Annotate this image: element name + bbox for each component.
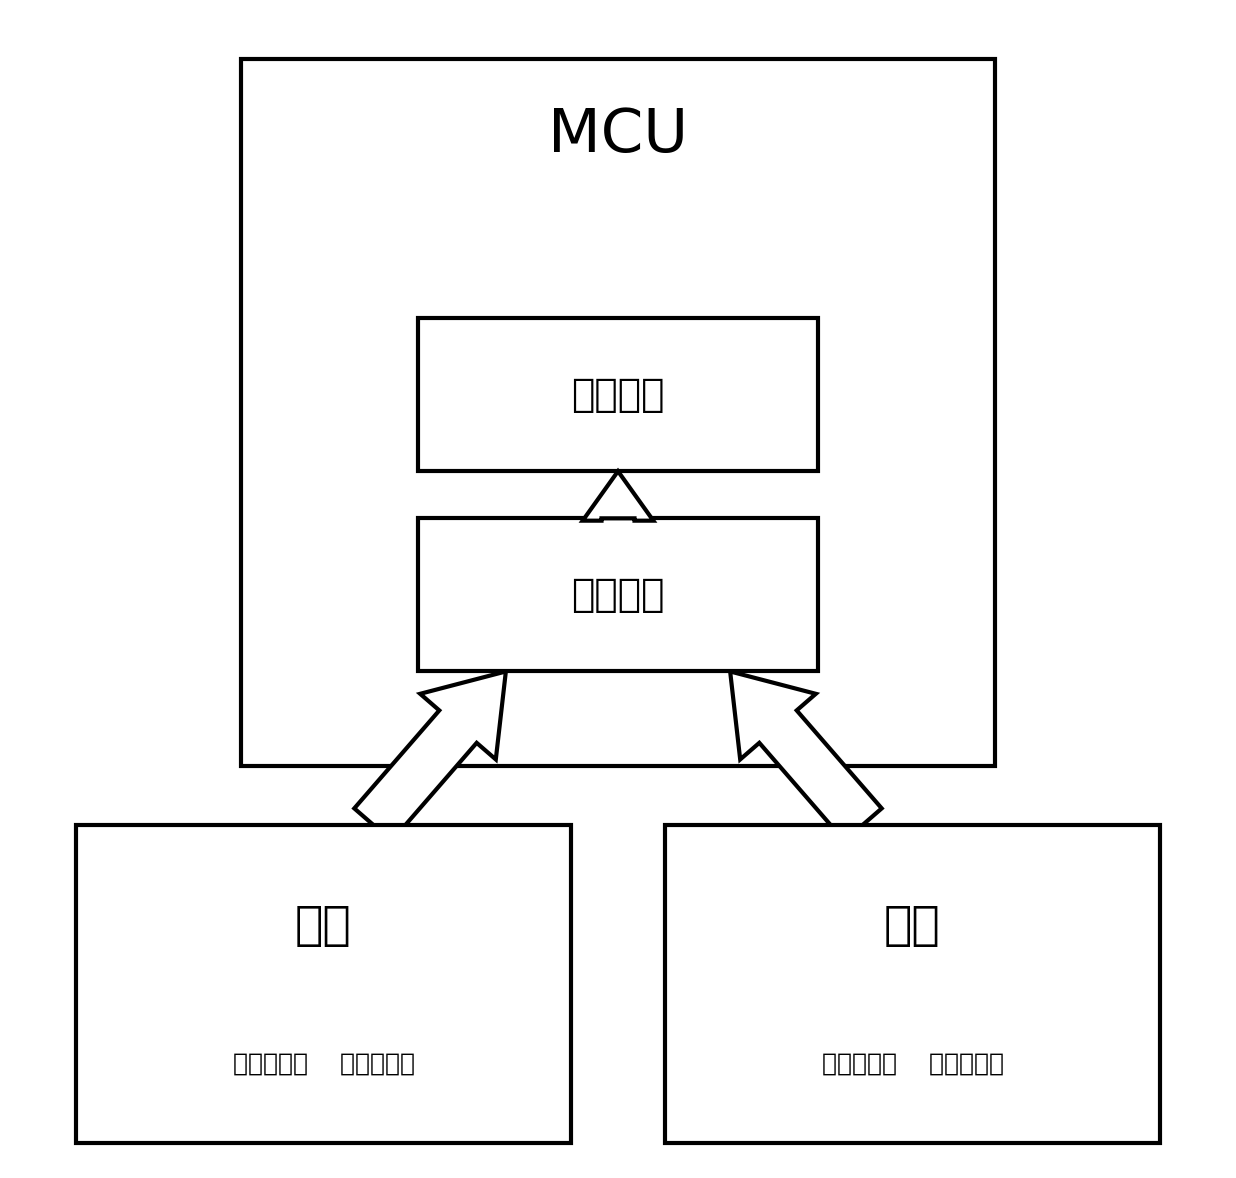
Text: 气道: 气道	[295, 904, 352, 949]
Polygon shape	[582, 471, 654, 521]
Polygon shape	[730, 671, 881, 841]
Text: 上游换能器    下游换能器: 上游换能器 下游换能器	[822, 1051, 1004, 1076]
Bar	[241, 59, 995, 766]
Polygon shape	[355, 671, 506, 841]
Text: 检测模块: 检测模块	[571, 376, 665, 413]
Bar	[77, 825, 571, 1143]
Bar	[418, 318, 818, 471]
Text: MCU: MCU	[548, 106, 688, 165]
Text: 气道: 气道	[884, 904, 941, 949]
Bar	[665, 825, 1159, 1143]
Text: 上游换能器    下游换能器: 上游换能器 下游换能器	[232, 1051, 414, 1076]
Text: 采集模块: 采集模块	[571, 576, 665, 614]
Bar	[418, 518, 818, 671]
